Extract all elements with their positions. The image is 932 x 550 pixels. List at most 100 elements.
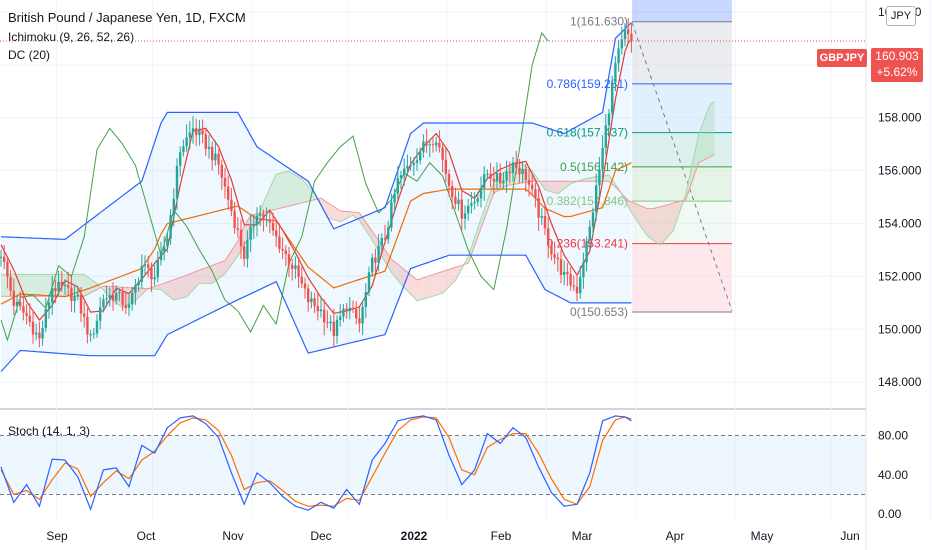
candle-body bbox=[371, 257, 374, 273]
ichimoku-cloud bbox=[301, 178, 305, 203]
ichimoku-cloud bbox=[353, 212, 357, 218]
ichimoku-legend[interactable]: Ichimoku (9, 26, 52, 26) bbox=[8, 30, 135, 44]
candle-body bbox=[358, 318, 361, 324]
ichimoku-cloud bbox=[327, 202, 331, 219]
ichimoku-cloud bbox=[452, 267, 456, 284]
stoch-tick-label: 40.00 bbox=[878, 468, 908, 482]
ichimoku-cloud bbox=[244, 220, 248, 246]
ichimoku-cloud bbox=[605, 175, 609, 182]
candle-body bbox=[268, 219, 271, 223]
candle-body bbox=[489, 173, 492, 179]
last-price-label: 160.903 +5.62% bbox=[871, 48, 923, 82]
candle-body bbox=[547, 228, 550, 246]
candle-body bbox=[28, 315, 31, 322]
ichimoku-cloud bbox=[669, 203, 673, 235]
candle-body bbox=[230, 199, 233, 211]
currency-button[interactable]: JPY bbox=[886, 6, 916, 26]
fib-trend-line bbox=[631, 22, 733, 311]
ichimoku-cloud bbox=[362, 217, 366, 231]
candle-body bbox=[47, 302, 51, 309]
ichimoku-cloud bbox=[177, 277, 181, 300]
price-tick-label: 148.000 bbox=[878, 375, 922, 389]
ichimoku-cloud bbox=[221, 260, 225, 277]
candle-body bbox=[425, 141, 428, 146]
candle-body bbox=[239, 229, 243, 247]
stoch-legend[interactable]: Stoch (14, 1, 3) bbox=[8, 424, 91, 438]
candle-body bbox=[105, 298, 108, 300]
candle-body bbox=[511, 162, 515, 174]
dc-legend[interactable]: DC (20) bbox=[8, 48, 51, 62]
candle-body bbox=[236, 228, 239, 230]
ichimoku-cloud bbox=[541, 181, 545, 190]
candle-body bbox=[204, 134, 207, 149]
candle-body bbox=[569, 273, 572, 286]
candle-body bbox=[15, 301, 19, 306]
ichimoku-cloud bbox=[279, 172, 283, 209]
ichimoku-cloud bbox=[295, 174, 299, 205]
candle-body bbox=[323, 309, 326, 323]
candle-body bbox=[441, 147, 444, 160]
candle-body bbox=[614, 63, 617, 83]
tenkan-sen bbox=[0, 39, 632, 321]
candle-body bbox=[447, 173, 451, 186]
candle-body bbox=[156, 260, 159, 278]
ichimoku-cloud bbox=[193, 271, 197, 291]
ichimoku-cloud bbox=[324, 200, 328, 218]
candle-body bbox=[515, 162, 518, 168]
ichimoku-cloud bbox=[551, 181, 555, 193]
candle-body bbox=[262, 213, 265, 220]
ichimoku-cloud bbox=[23, 274, 27, 297]
candle-body bbox=[393, 193, 396, 203]
candle-body bbox=[153, 277, 156, 280]
fib-zone bbox=[632, 21, 732, 84]
candle-body bbox=[559, 259, 563, 276]
candle-body bbox=[326, 322, 329, 324]
ichimoku-cloud bbox=[650, 208, 654, 241]
candle-body bbox=[243, 246, 246, 259]
ichimoku-cloud bbox=[420, 277, 424, 300]
ichimoku-cloud bbox=[282, 171, 286, 208]
candle-body bbox=[3, 256, 6, 262]
candle-body bbox=[399, 175, 403, 179]
candle-body bbox=[179, 152, 182, 166]
candle-body bbox=[345, 308, 348, 312]
ichimoku-cloud bbox=[234, 241, 238, 261]
ichimoku-cloud bbox=[205, 266, 209, 284]
candle-body bbox=[332, 321, 335, 337]
ichimoku-cloud bbox=[407, 272, 411, 295]
ichimoku-cloud bbox=[401, 266, 405, 288]
ichimoku-cloud bbox=[429, 274, 433, 298]
candle-body bbox=[121, 292, 124, 305]
candle-body bbox=[499, 172, 502, 184]
chikou-span bbox=[0, 32, 549, 342]
candle-body bbox=[134, 285, 137, 293]
ichimoku-cloud bbox=[170, 279, 174, 300]
candle-body bbox=[415, 160, 419, 163]
candle-body bbox=[444, 159, 447, 174]
candle-body bbox=[284, 250, 287, 255]
candle-body bbox=[470, 203, 473, 206]
ichimoku-cloud bbox=[330, 204, 334, 220]
ichimoku-cloud bbox=[698, 126, 702, 163]
ichimoku-cloud bbox=[215, 262, 219, 282]
ichimoku-cloud bbox=[369, 226, 373, 241]
candle-body bbox=[380, 238, 383, 246]
ichimoku-cloud bbox=[180, 276, 184, 299]
candle-body bbox=[431, 144, 435, 146]
candle-body bbox=[524, 168, 527, 181]
ichimoku-cloud bbox=[557, 181, 561, 194]
candle-body bbox=[278, 236, 281, 249]
candle-body bbox=[118, 292, 121, 294]
symbol-title[interactable]: British Pound / Japanese Yen, 1D, FXCM bbox=[8, 10, 246, 25]
candle-body bbox=[508, 171, 511, 174]
candle-body bbox=[233, 210, 236, 229]
candle-body bbox=[342, 308, 345, 317]
candle-body bbox=[108, 295, 111, 299]
ichimoku-cloud bbox=[413, 277, 417, 301]
senkou-span-b bbox=[1, 154, 715, 297]
ichimoku-cloud bbox=[29, 274, 33, 297]
candle-body bbox=[60, 281, 63, 287]
ichimoku-cloud bbox=[292, 173, 296, 206]
candle-body bbox=[601, 147, 604, 170]
